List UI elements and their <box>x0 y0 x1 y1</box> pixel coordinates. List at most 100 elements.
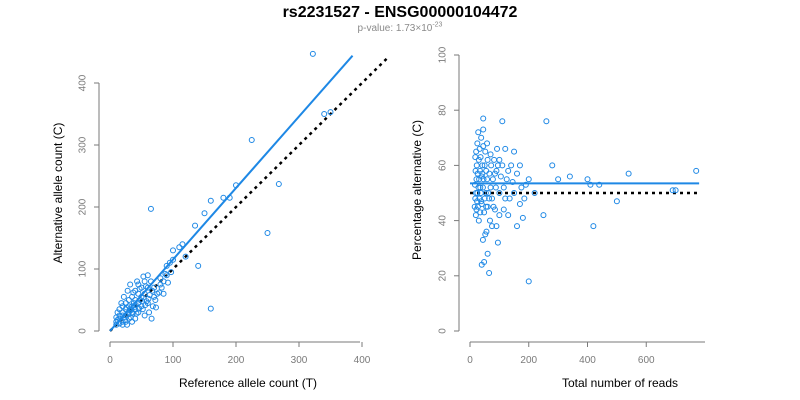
data-point <box>509 178 516 185</box>
data-point <box>471 203 478 210</box>
data-point <box>481 209 488 216</box>
data-point <box>590 223 597 230</box>
y-tick-label: 40 <box>438 215 449 227</box>
data-point <box>484 250 491 257</box>
chart-title: rs2231527 - ENSG00000104472 <box>282 4 518 21</box>
p-value-exponent: -23 <box>432 21 443 29</box>
data-point <box>472 195 479 202</box>
data-point <box>511 148 518 155</box>
data-point <box>493 223 500 230</box>
left-chart: 0 100 200 300 400 0 100 200 300 400 Reference al… <box>51 50 389 390</box>
data-point <box>135 290 142 297</box>
data-point <box>484 156 491 163</box>
data-point <box>119 321 126 328</box>
data-point <box>485 190 492 196</box>
data-point <box>494 145 501 152</box>
data-point <box>119 312 126 319</box>
reference-line <box>109 57 389 332</box>
data-point <box>140 273 147 280</box>
data-point <box>494 239 501 246</box>
data-point <box>497 173 504 180</box>
data-point <box>481 162 488 169</box>
data-point <box>514 170 520 177</box>
data-point <box>481 259 488 265</box>
left-x-ticks: 0 100 200 300 400 <box>107 342 371 366</box>
data-point <box>503 176 510 183</box>
data-point <box>625 170 632 177</box>
data-point <box>496 156 503 163</box>
data-point <box>129 310 136 317</box>
data-point <box>506 195 513 202</box>
data-point <box>480 115 487 122</box>
p-value-text: p-value: 1.73×10 <box>357 23 433 34</box>
data-point <box>540 212 547 219</box>
data-point <box>130 289 137 296</box>
data-point <box>693 167 700 174</box>
data-point <box>131 303 138 310</box>
left-fit-line <box>109 55 354 332</box>
data-point <box>125 297 132 303</box>
right-y-axis-title: Percentage alternative (C) <box>410 120 424 260</box>
data-point <box>502 145 509 152</box>
data-point <box>505 212 512 219</box>
data-point <box>113 321 120 328</box>
left-y-ticks: 0 100 200 300 400 <box>78 74 99 334</box>
data-point <box>182 253 189 260</box>
data-point <box>476 176 483 183</box>
y-tick-label: 60 <box>438 159 449 171</box>
data-point <box>479 170 486 177</box>
data-point <box>672 187 679 194</box>
fit-line <box>109 55 354 332</box>
data-point <box>139 298 146 305</box>
data-point <box>489 195 496 202</box>
data-point <box>179 241 186 248</box>
data-point <box>124 287 131 294</box>
data-point <box>478 134 485 141</box>
data-point <box>473 162 480 169</box>
data-point <box>473 176 480 183</box>
data-point <box>207 305 214 312</box>
data-point <box>141 312 148 319</box>
data-point <box>482 148 489 155</box>
data-point <box>496 212 503 219</box>
data-point <box>129 303 136 310</box>
data-point <box>474 140 481 147</box>
data-point <box>163 272 170 279</box>
data-point <box>233 182 239 189</box>
data-point <box>141 278 148 285</box>
y-tick-label: 300 <box>78 136 89 153</box>
data-point <box>472 154 479 161</box>
data-point <box>142 301 149 308</box>
data-point <box>152 304 159 311</box>
data-point <box>145 295 152 302</box>
data-point <box>122 300 129 307</box>
y-tick-label: 200 <box>78 198 89 215</box>
data-point <box>584 176 591 183</box>
data-point <box>124 321 131 328</box>
data-point <box>587 181 594 188</box>
left-x-axis-title: Reference allele count (T) <box>179 376 317 390</box>
right-x-ticks: 0 200 400 600 <box>467 342 655 366</box>
data-point <box>472 190 479 196</box>
data-point <box>122 316 129 323</box>
data-point <box>500 206 507 213</box>
x-tick-label: 100 <box>165 355 182 366</box>
data-point <box>123 304 130 311</box>
left-y-axis-title: Alternative allele count (C) <box>51 123 65 264</box>
data-point <box>555 176 562 183</box>
data-point <box>486 195 493 202</box>
data-point <box>531 190 538 196</box>
data-point <box>508 162 515 169</box>
data-point <box>125 311 132 318</box>
data-point <box>511 190 518 196</box>
data-point <box>471 181 478 188</box>
data-point <box>138 293 145 300</box>
data-point <box>487 151 494 158</box>
y-tick-label: 20 <box>438 270 449 282</box>
data-point <box>192 222 199 229</box>
data-point <box>484 140 491 147</box>
x-tick-label: 600 <box>638 355 655 366</box>
data-point <box>119 303 126 310</box>
data-point <box>499 162 506 169</box>
data-point <box>147 278 154 285</box>
